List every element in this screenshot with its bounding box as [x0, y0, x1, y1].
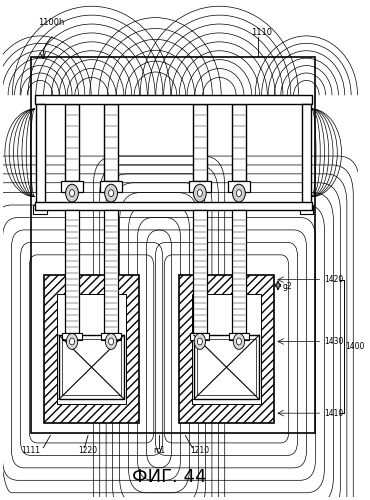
Bar — [197, 339, 256, 396]
Text: 1420: 1420 — [324, 275, 343, 284]
Text: 1400: 1400 — [346, 342, 365, 351]
Bar — [62, 339, 121, 396]
Circle shape — [109, 190, 114, 196]
Bar — [192, 294, 261, 405]
Bar — [228, 181, 250, 192]
Text: 1410: 1410 — [324, 408, 343, 418]
Bar — [101, 332, 121, 340]
Bar — [189, 181, 211, 192]
Bar — [34, 206, 47, 214]
Bar — [193, 104, 206, 181]
Circle shape — [197, 190, 202, 196]
Text: 1111: 1111 — [21, 446, 40, 454]
Text: 1100h: 1100h — [38, 18, 65, 27]
Circle shape — [66, 334, 78, 349]
Circle shape — [236, 338, 241, 345]
Circle shape — [105, 334, 117, 349]
Bar — [31, 57, 315, 433]
Bar — [65, 210, 79, 332]
Text: m1: m1 — [153, 446, 165, 454]
Circle shape — [105, 184, 118, 202]
Bar — [232, 210, 246, 332]
Bar — [232, 104, 246, 181]
Bar — [59, 335, 124, 400]
Bar — [57, 294, 126, 405]
Circle shape — [65, 184, 78, 202]
Bar — [104, 104, 118, 181]
Circle shape — [197, 338, 202, 345]
Bar — [300, 206, 313, 214]
Bar — [63, 332, 82, 340]
Circle shape — [236, 190, 241, 196]
Bar — [35, 202, 312, 210]
Bar — [61, 181, 83, 192]
Bar — [100, 181, 122, 192]
Bar — [194, 335, 259, 400]
Bar — [179, 274, 275, 423]
Text: g2: g2 — [282, 282, 292, 291]
Bar — [302, 104, 311, 206]
Circle shape — [70, 338, 74, 345]
Bar — [35, 95, 312, 104]
Circle shape — [194, 334, 206, 349]
Bar — [65, 104, 79, 181]
Text: ФИГ. 44: ФИГ. 44 — [132, 468, 207, 486]
Circle shape — [194, 184, 206, 202]
Bar — [190, 332, 209, 340]
Circle shape — [70, 190, 74, 196]
Bar — [229, 332, 249, 340]
Text: 1430: 1430 — [324, 337, 343, 346]
Circle shape — [233, 334, 245, 349]
Text: 1110: 1110 — [251, 28, 272, 37]
Bar — [104, 210, 118, 332]
Bar — [44, 274, 139, 423]
Bar — [36, 104, 44, 206]
Circle shape — [109, 338, 114, 345]
Text: 1220: 1220 — [78, 446, 98, 454]
Bar — [193, 210, 206, 332]
Text: 1210: 1210 — [190, 446, 209, 454]
Circle shape — [232, 184, 245, 202]
